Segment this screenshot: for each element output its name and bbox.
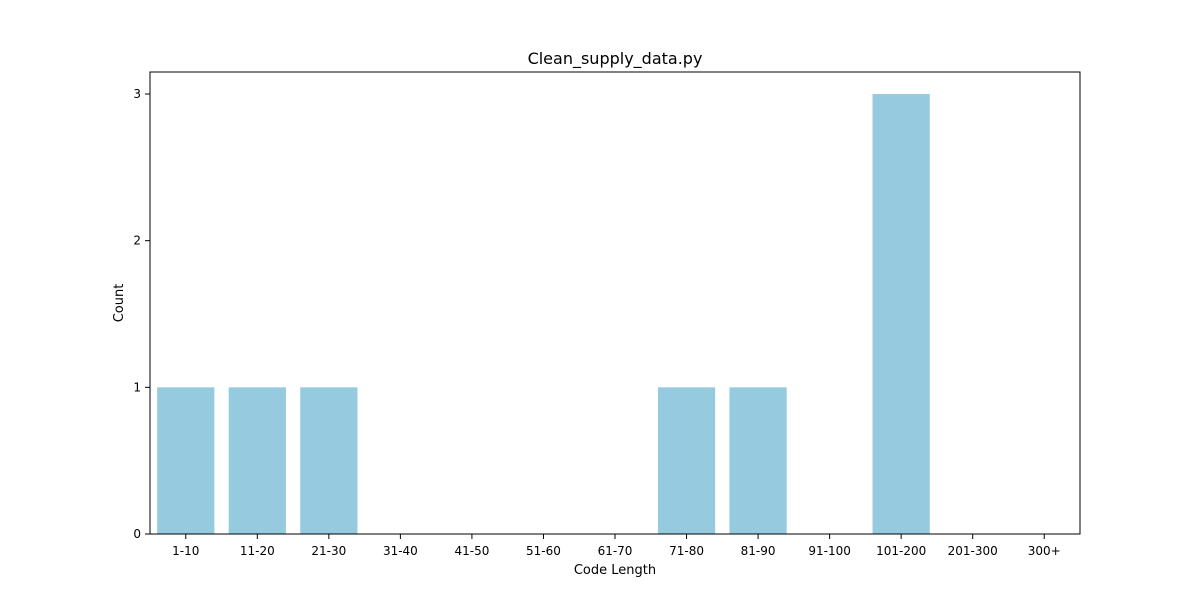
x-tick-label: 21-30 — [311, 544, 346, 558]
y-axis-label: Count — [112, 284, 127, 323]
y-tick-label: 1 — [133, 380, 141, 394]
x-tick-label: 91-100 — [808, 544, 851, 558]
x-ticks: 1-10 11-20 21-30 31-40 41-50 51-60 61-70 71-80 8… — [172, 534, 1061, 558]
plot-frame — [149, 71, 1081, 535]
x-tick-label: 71-80 — [669, 544, 704, 558]
y-tick-label: 3 — [133, 87, 141, 101]
bar-101-200 — [872, 94, 930, 534]
x-tick-label: 81-90 — [741, 544, 776, 558]
x-tick-label: 61-70 — [598, 544, 633, 558]
bar-11-20 — [228, 387, 286, 534]
bar-21-30 — [300, 387, 358, 534]
bar-71-80 — [657, 387, 716, 534]
x-tick-label: 31-40 — [383, 544, 418, 558]
y-tick-label: 2 — [133, 234, 141, 248]
y-tick-label: 0 — [133, 527, 141, 541]
bars-layer — [157, 94, 930, 534]
x-tick-label: 101-200 — [876, 544, 926, 558]
x-axis-label: Code Length — [574, 563, 656, 578]
bar-1-10 — [157, 387, 215, 534]
x-tick-label: 41-50 — [454, 544, 489, 558]
x-tick-label: 201-300 — [948, 544, 998, 558]
bar-81-90 — [729, 387, 787, 534]
x-tick-label: 300+ — [1028, 544, 1061, 558]
x-tick-label: 51-60 — [526, 544, 561, 558]
x-tick-label: 1-10 — [172, 544, 199, 558]
chart-title: Clean_supply_data.py — [528, 49, 703, 69]
y-ticks: 0 1 2 3 — [133, 87, 150, 541]
x-tick-label: 11-20 — [240, 544, 275, 558]
